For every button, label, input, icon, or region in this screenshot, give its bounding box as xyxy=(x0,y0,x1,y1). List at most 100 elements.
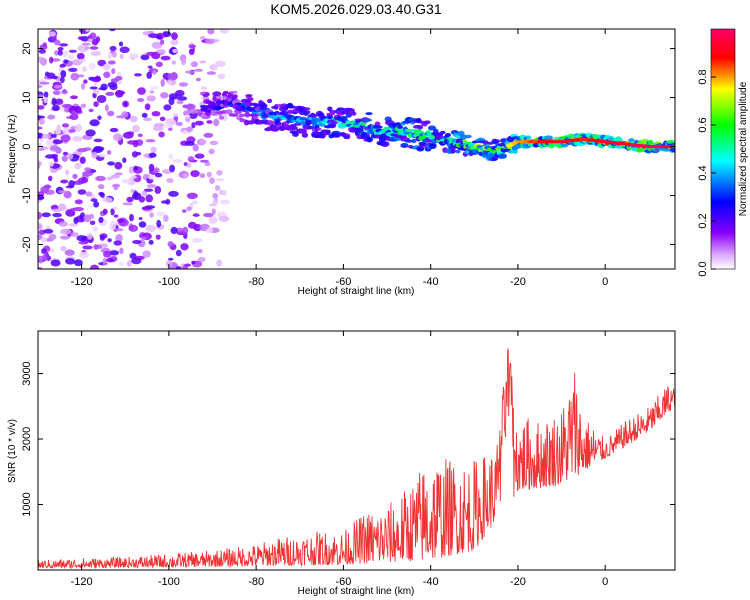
snr-series xyxy=(38,348,675,570)
x-tick-label: -120 xyxy=(71,276,93,288)
noise-cell xyxy=(72,136,83,142)
noise-cell xyxy=(109,127,119,133)
noise-cell xyxy=(53,39,61,46)
noise-cell xyxy=(151,41,163,49)
noise-cell xyxy=(160,92,169,99)
noise-cell xyxy=(155,61,163,68)
noise-cell xyxy=(207,29,215,35)
noise-cell xyxy=(114,228,124,232)
noise-cell xyxy=(119,46,130,54)
noise-cell xyxy=(53,90,61,96)
ridge-cell xyxy=(225,109,233,115)
noise-cell xyxy=(199,36,206,40)
noise-cell xyxy=(76,148,88,153)
noise-cell xyxy=(142,250,151,258)
noise-cell xyxy=(132,139,139,148)
noise-cell xyxy=(97,115,102,121)
noise-cell xyxy=(152,125,164,132)
noise-cell xyxy=(67,153,74,160)
noise-cell xyxy=(40,186,50,194)
noise-cell xyxy=(209,140,219,146)
noise-cell xyxy=(141,206,152,211)
y-tick-label: 1000 xyxy=(21,492,33,516)
noise-cell xyxy=(92,226,98,232)
ridge-cell xyxy=(397,125,403,129)
ridge-cell xyxy=(206,120,213,124)
noise-cell xyxy=(175,249,182,257)
noise-cell xyxy=(163,214,169,222)
noise-cell xyxy=(208,148,215,155)
noise-cell xyxy=(60,179,69,184)
noise-cell xyxy=(160,78,165,87)
noise-cell xyxy=(214,185,221,191)
ridge-cell xyxy=(232,94,238,99)
y-tick-label: -20 xyxy=(21,237,33,253)
noise-cell xyxy=(60,228,72,235)
noise-cell xyxy=(131,151,138,158)
noise-cell xyxy=(55,129,62,135)
noise-cell xyxy=(42,254,49,261)
noise-cell xyxy=(138,221,147,228)
noise-cell xyxy=(156,211,166,216)
noise-cell xyxy=(186,103,196,110)
noise-cell xyxy=(107,150,112,155)
noise-cell xyxy=(57,47,64,51)
noise-cell xyxy=(171,32,178,40)
ridge-cell xyxy=(222,90,229,95)
noise-cell xyxy=(62,50,69,58)
ridge-cell xyxy=(327,123,337,129)
ridge-cell xyxy=(305,110,311,114)
noise-cell xyxy=(215,60,226,67)
noise-cell xyxy=(77,189,87,195)
ridge-cell xyxy=(336,107,345,111)
noise-cell xyxy=(85,29,90,32)
noise-cell xyxy=(101,197,113,203)
noise-cell xyxy=(60,70,67,78)
noise-cell xyxy=(111,51,117,58)
noise-cell xyxy=(51,133,57,138)
ridge-cell xyxy=(482,140,489,145)
noise-cell xyxy=(199,60,207,64)
noise-cell xyxy=(83,79,88,84)
noise-cell xyxy=(180,243,189,251)
noise-cell xyxy=(50,259,61,267)
noise-cell xyxy=(80,82,86,90)
noise-cell xyxy=(209,177,215,184)
noise-cell xyxy=(63,59,69,64)
noise-cell xyxy=(170,80,177,85)
noise-cell xyxy=(89,32,97,40)
noise-cell xyxy=(122,202,134,206)
noise-cell xyxy=(166,178,174,183)
noise-cell xyxy=(102,208,108,215)
noise-cell xyxy=(77,177,89,184)
noise-cell xyxy=(98,216,104,223)
ridge-cell xyxy=(512,149,518,154)
noise-cell xyxy=(148,239,154,245)
noise-cell xyxy=(68,67,78,72)
noise-cell xyxy=(68,180,75,188)
noise-cell xyxy=(144,103,151,111)
noise-cell xyxy=(74,199,83,205)
y-tick-label: 2000 xyxy=(21,427,33,451)
ridge-cell xyxy=(316,127,322,131)
x-tick-label: -100 xyxy=(158,276,180,288)
noise-cell xyxy=(58,190,67,194)
y-tick-label: 20 xyxy=(21,42,33,54)
ridge-cell xyxy=(345,113,352,118)
noise-cell xyxy=(195,77,201,82)
noise-cell xyxy=(68,223,79,227)
noise-cell xyxy=(112,206,118,210)
noise-cell xyxy=(184,141,195,146)
ridge-cell xyxy=(287,109,293,115)
noise-cell xyxy=(126,196,134,203)
ridge-cell xyxy=(488,153,495,158)
noise-cell xyxy=(61,103,73,108)
noise-cell xyxy=(138,196,146,203)
noise-cell xyxy=(137,133,143,138)
ridge-cell xyxy=(445,133,451,137)
ridge-cell xyxy=(253,115,259,120)
noise-cell xyxy=(119,54,124,59)
noise-cell xyxy=(82,245,93,250)
noise-cell xyxy=(70,207,78,211)
noise-cell xyxy=(89,46,99,50)
